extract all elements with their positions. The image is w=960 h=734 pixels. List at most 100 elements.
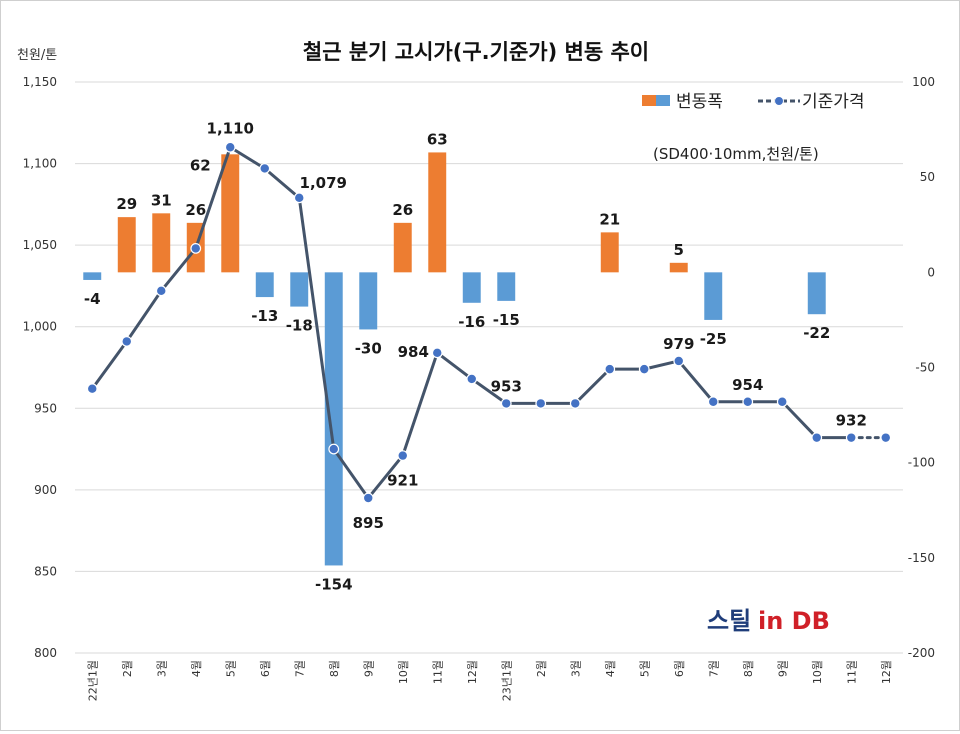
bar-change [669,262,688,273]
bar-change [462,272,481,303]
x-axis-tick-label: 23년1월 [500,660,513,701]
price-marker [535,397,547,409]
x-axis-tick-label: 10월 [397,660,410,684]
left-axis-tick-label: 1,000 [23,320,57,334]
x-axis-tick-label: 8월 [328,660,341,677]
price-marker [466,373,478,385]
data-label: 21 [599,210,620,228]
data-label: -16 [458,313,485,331]
price-marker [880,432,892,444]
left-axis-tick-label: 1,100 [23,157,57,171]
x-axis-tick-label: 12월 [880,660,893,684]
bar-change [152,213,171,273]
left-axis-tick-label: 900 [34,483,57,497]
bar-change [290,272,309,307]
data-label: 921 [387,472,418,490]
right-axis-tick-label: 50 [920,170,935,184]
data-label: -22 [803,324,830,342]
gridlines [75,81,903,654]
x-axis-tick-label: 2월 [121,660,134,677]
data-label: -154 [315,575,353,593]
x-axis-tick-label: 6월 [259,660,272,677]
x-axis-tick-label: 11월 [431,660,444,684]
price-marker [673,355,685,367]
x-axis-tick-label: 12월 [466,660,479,684]
right-axis-tick-label: -100 [908,456,935,470]
data-label: 26 [392,201,413,219]
right-axis-tick-label: -150 [908,551,935,565]
price-marker [604,363,616,375]
bar-change [117,217,136,273]
data-label: 31 [151,191,172,209]
x-axis-tick-label: 7월 [707,660,720,677]
x-axis-tick-label: 22년1월 [86,660,99,701]
x-axis-tick-label: 4월 [604,660,617,677]
data-label: -15 [493,311,520,329]
price-marker [328,443,340,455]
axes: 8008509009501,0001,0501,1001,150-200-150… [23,75,935,701]
bar-change [497,272,516,301]
data-label: 979 [663,335,694,353]
price-marker [500,397,512,409]
bar-change [428,152,447,273]
price-marker [638,363,650,375]
price-marker [293,192,305,204]
price-marker [811,432,823,444]
x-axis-tick-label: 4월 [190,660,203,677]
x-axis-tick-label: 3월 [569,660,582,677]
x-axis-tick-label: 7월 [293,660,306,677]
x-axis-tick-label: 8월 [742,660,755,677]
bar-change [324,272,343,566]
data-label: 984 [398,343,429,361]
bar-change [359,272,378,330]
chart-title: 철근 분기 고시가(구.기준가) 변동 추이 [303,40,649,64]
data-label: 63 [427,130,448,148]
bar-change [393,222,412,273]
x-axis-tick-label: 6월 [673,660,686,677]
price-marker [86,383,98,395]
legend-label-line: 기준가격 [802,92,865,112]
data-label: 954 [732,376,763,394]
data-label: 953 [491,377,522,395]
data-label: -4 [84,290,101,308]
price-marker [190,243,202,254]
bar-change [83,272,102,280]
logo-text-steel: 스틸 [707,607,751,635]
right-axis-tick-label: 100 [912,75,935,89]
right-axis-tick-label: -50 [915,361,935,375]
legend-swatch-bar-negative [656,95,670,106]
bar-change [704,272,723,320]
steelin-db-logo: 스틸 in DB [707,607,830,635]
data-label: 1,079 [300,174,347,192]
data-label: 895 [353,514,384,532]
right-axis-tick-label: -200 [908,646,935,660]
price-marker [569,397,581,409]
price-marker [155,285,167,297]
left-axis-unit: 천원/톤 [17,48,57,63]
x-axis-tick-label: 9월 [362,660,375,677]
data-label: -13 [251,307,278,325]
data-label: -18 [286,317,313,335]
price-marker [431,347,443,359]
x-axis-tick-label: 11월 [845,660,858,684]
data-label: 932 [836,412,867,430]
legend-swatch-marker [774,96,784,106]
data-label: 5 [674,241,684,259]
line-series [86,141,892,504]
bar-change [221,154,240,273]
x-axis-tick-label: 10월 [811,660,824,684]
data-label: 26 [185,201,206,219]
legend: 변동폭 기준가격 [642,92,865,112]
data-label: 29 [116,195,137,213]
x-axis-tick-label: 5월 [224,660,237,677]
data-label: 1,110 [207,119,254,137]
data-label: -30 [355,339,382,357]
right-axis-tick-label: 0 [927,265,935,279]
x-axis-tick-label: 9월 [776,660,789,677]
price-marker [742,396,754,408]
bar-change [255,272,274,298]
left-axis-tick-label: 800 [34,646,57,660]
data-labels: -4 29 31 26 62 -13 -18 -154 -30 26 63 -16 -15 21 5 -25 -… [84,119,867,593]
logo-text-indb: in DB [758,607,830,635]
